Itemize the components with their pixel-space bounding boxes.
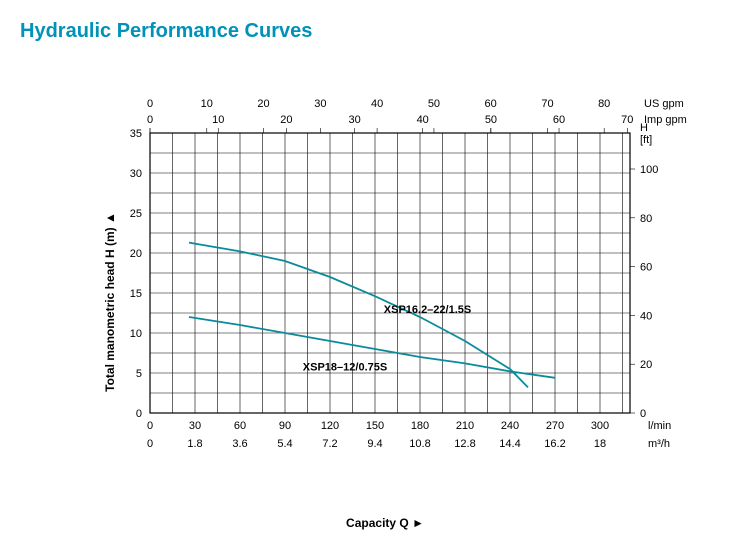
page-title: Hydraulic Performance Curves [20, 20, 732, 43]
svg-text:50: 50 [485, 114, 497, 126]
svg-text:20: 20 [640, 359, 652, 371]
svg-text:m³/h: m³/h [648, 438, 670, 450]
performance-chart: 05101520253035020406080100H[ft]030609012… [60, 73, 710, 503]
svg-text:10: 10 [130, 328, 142, 340]
svg-text:15: 15 [130, 288, 142, 300]
svg-text:90: 90 [279, 420, 291, 432]
svg-text:100: 100 [640, 164, 658, 176]
svg-text:60: 60 [553, 114, 565, 126]
svg-text:10: 10 [212, 114, 224, 126]
svg-text:Imp gpm: Imp gpm [644, 114, 687, 126]
svg-text:[ft]: [ft] [640, 134, 652, 146]
svg-text:16.2: 16.2 [544, 438, 565, 450]
svg-text:40: 40 [417, 114, 429, 126]
svg-text:14.4: 14.4 [499, 438, 520, 450]
svg-text:0: 0 [147, 420, 153, 432]
svg-text:270: 270 [546, 420, 564, 432]
svg-text:10.8: 10.8 [409, 438, 430, 450]
svg-text:10: 10 [201, 98, 213, 110]
svg-text:35: 35 [130, 128, 142, 140]
svg-text:US gpm: US gpm [644, 98, 684, 110]
svg-text:XSP18–12/0.75S: XSP18–12/0.75S [303, 362, 387, 374]
chart-container: Total manometric head H (m) ▲ 0 5 10 15 20 25… [60, 73, 710, 530]
svg-text:70: 70 [621, 114, 633, 126]
svg-text:9.4: 9.4 [367, 438, 382, 450]
svg-text:20: 20 [130, 248, 142, 260]
svg-text:0: 0 [147, 114, 153, 126]
svg-text:20: 20 [280, 114, 292, 126]
svg-text:30: 30 [348, 114, 360, 126]
svg-text:5: 5 [136, 368, 142, 380]
svg-text:60: 60 [234, 420, 246, 432]
svg-text:18: 18 [594, 438, 606, 450]
y-axis-label: Total manometric head H (m) ▲ [103, 212, 117, 392]
svg-text:80: 80 [640, 213, 652, 225]
svg-text:1.8: 1.8 [187, 438, 202, 450]
svg-text:XSP16.2–22/1.5S: XSP16.2–22/1.5S [384, 304, 471, 316]
svg-text:5.4: 5.4 [277, 438, 292, 450]
svg-text:240: 240 [501, 420, 519, 432]
svg-text:210: 210 [456, 420, 474, 432]
svg-text:150: 150 [366, 420, 384, 432]
svg-text:60: 60 [485, 98, 497, 110]
svg-text:80: 80 [598, 98, 610, 110]
svg-text:12.8: 12.8 [454, 438, 475, 450]
svg-text:0: 0 [136, 408, 142, 420]
svg-text:l/min: l/min [648, 420, 671, 432]
svg-text:3.6: 3.6 [232, 438, 247, 450]
svg-text:30: 30 [314, 98, 326, 110]
svg-text:60: 60 [640, 262, 652, 274]
svg-text:0: 0 [640, 408, 646, 420]
svg-text:0: 0 [147, 98, 153, 110]
svg-text:180: 180 [411, 420, 429, 432]
x-axis-label: Capacity Q ► [60, 516, 710, 530]
svg-text:70: 70 [541, 98, 553, 110]
svg-text:120: 120 [321, 420, 339, 432]
svg-text:300: 300 [591, 420, 609, 432]
svg-text:50: 50 [428, 98, 440, 110]
svg-text:30: 30 [130, 168, 142, 180]
svg-text:20: 20 [257, 98, 269, 110]
svg-text:7.2: 7.2 [322, 438, 337, 450]
svg-text:40: 40 [371, 98, 383, 110]
svg-text:25: 25 [130, 208, 142, 220]
svg-text:30: 30 [189, 420, 201, 432]
svg-text:40: 40 [640, 310, 652, 322]
svg-text:0: 0 [147, 438, 153, 450]
